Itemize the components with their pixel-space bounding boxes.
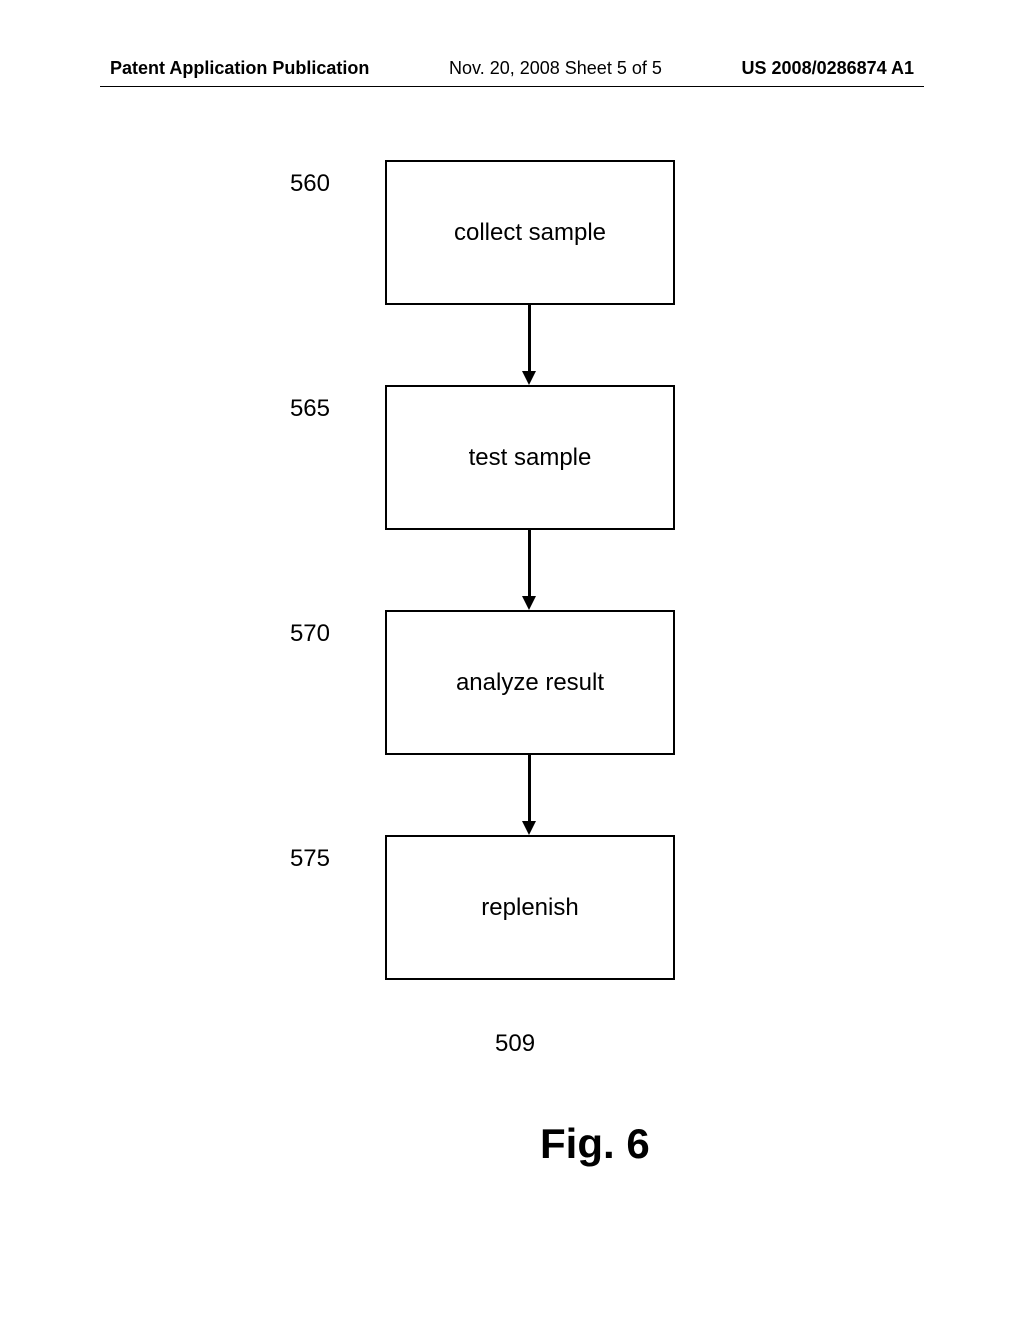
figure-caption: Fig. 6 [540,1120,650,1168]
header-rule [100,86,924,87]
flowchart-arrow [528,755,531,821]
flowchart-node-label: collect sample [454,219,606,247]
page: Patent Application Publication Nov. 20, … [0,0,1024,1320]
flowchart-node-ref: 565 [280,395,330,423]
flowchart-node-label: analyze result [456,669,604,697]
header-left: Patent Application Publication [110,58,369,79]
flowchart-node: collect sample [385,160,675,305]
flowchart-node-ref: 560 [280,170,330,198]
header-mid: Nov. 20, 2008 Sheet 5 of 5 [449,58,662,79]
header-right: US 2008/0286874 A1 [742,58,914,79]
flowchart-arrow [528,530,531,596]
flowchart-node-ref: 575 [280,845,330,873]
figure-reference-number: 509 [495,1030,535,1058]
flowchart-node: test sample [385,385,675,530]
flowchart-node-ref: 570 [280,620,330,648]
flowchart-node: replenish [385,835,675,980]
flowchart-node: analyze result [385,610,675,755]
page-header: Patent Application Publication Nov. 20, … [0,58,1024,79]
flowchart-node-label: test sample [469,444,592,472]
flowchart-arrowhead-icon [522,596,536,610]
flowchart-arrowhead-icon [522,371,536,385]
flowchart-arrowhead-icon [522,821,536,835]
flowchart-arrow [528,305,531,371]
flowchart-node-label: replenish [481,894,578,922]
